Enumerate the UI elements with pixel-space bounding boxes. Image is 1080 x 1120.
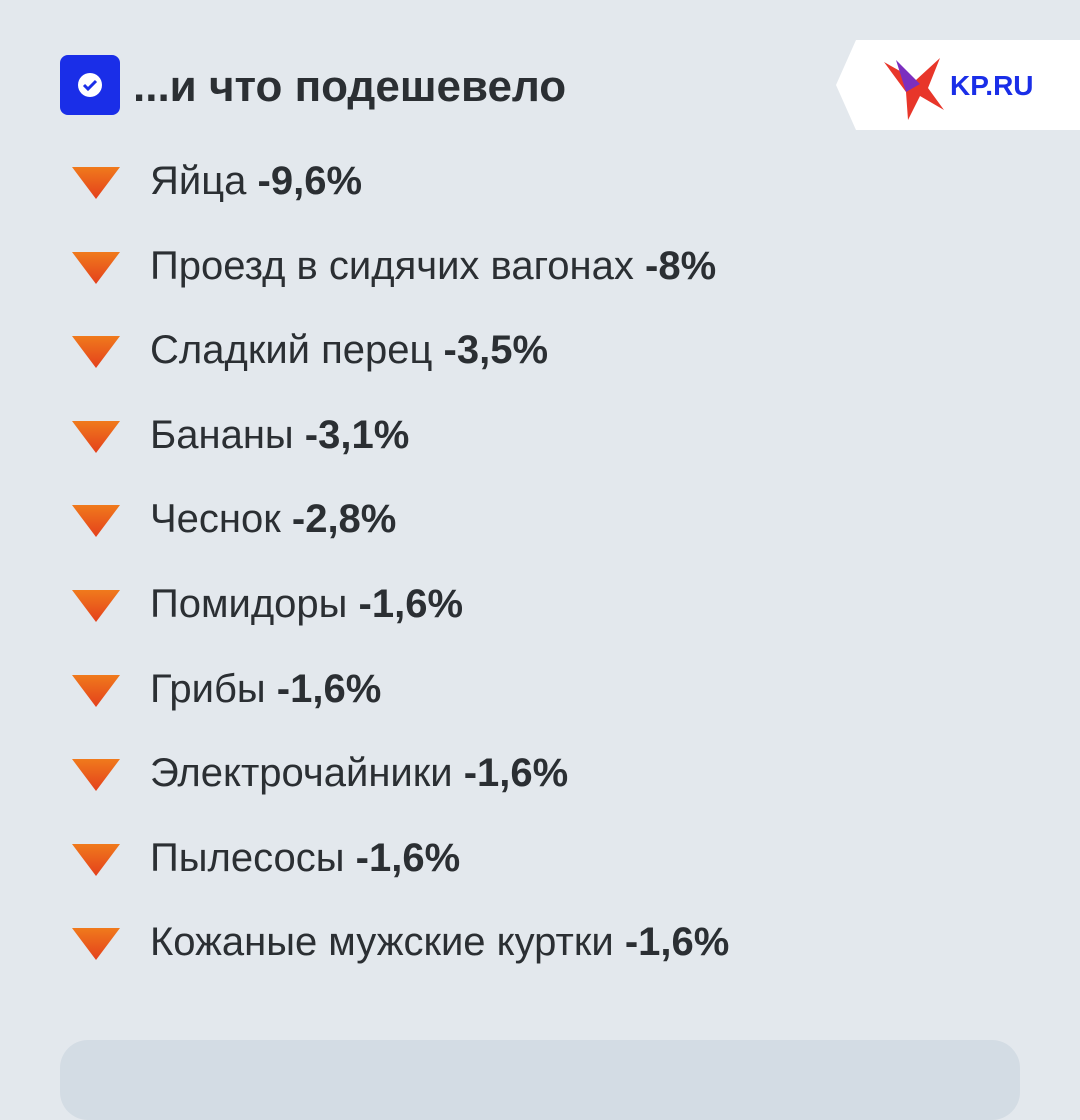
item-text: Яйца -9,6% — [150, 159, 362, 204]
down-arrow — [72, 928, 120, 961]
down-arrow-shape — [72, 674, 120, 707]
item-name: Бананы — [150, 412, 294, 457]
item-value: -1,6% — [463, 751, 569, 796]
item-text: Сладкий перец -3,5% — [150, 328, 548, 373]
list-item: Чеснок -2,8% — [0, 493, 1080, 553]
badge-check — [82, 79, 98, 92]
list-item: Электрочайники -1,6% — [0, 747, 1080, 807]
item-name: Чеснок — [150, 497, 281, 542]
item-name: Сладкий перец — [150, 328, 433, 373]
down-arrow-shape — [72, 759, 120, 792]
down-arrow — [72, 167, 120, 199]
item-text: Электрочайники -1,6% — [150, 751, 568, 796]
logo-text: KP.RU — [950, 70, 1034, 101]
down-arrow — [72, 674, 120, 707]
title: ...и что подешевело — [133, 62, 567, 111]
down-arrow — [72, 759, 120, 792]
down-arrow-shape — [72, 167, 120, 199]
item-value: -3,1% — [304, 412, 410, 457]
item-name: Пылесосы — [150, 835, 345, 880]
down-arrow-shape — [72, 251, 120, 284]
list-item: Пылесосы -1,6% — [0, 832, 1080, 892]
down-arrow — [72, 336, 120, 369]
down-arrow — [72, 505, 120, 538]
item-value: -1,6% — [624, 920, 730, 965]
down-arrow-shape — [72, 590, 120, 622]
page: {"header": {"title": "...и что подешевел… — [0, 40, 1080, 1120]
item-text: Чеснок -2,8% — [150, 497, 396, 542]
item-text: Грибы -1,6% — [150, 667, 381, 712]
list-item: Проезд в сидячих вагонах -8% — [0, 240, 1080, 300]
item-value: -8% — [645, 243, 717, 288]
item-value: -1,6% — [355, 835, 461, 880]
badge-icon — [60, 55, 120, 115]
logo-wing — [896, 60, 920, 92]
item-text: Проезд в сидячих вагонах -8% — [150, 244, 716, 289]
item-value: -9,6% — [257, 159, 363, 203]
list-item: Грибы -1,6% — [0, 663, 1080, 723]
item-name: Грибы — [150, 666, 266, 711]
down-arrow-shape — [72, 505, 120, 538]
down-arrow — [72, 590, 120, 622]
down-arrow — [72, 420, 120, 453]
down-arrow-shape — [72, 420, 120, 453]
badge-svg — [78, 73, 102, 97]
down-arrow-shape — [72, 843, 120, 876]
item-name: Электрочайники — [150, 751, 453, 796]
bottom-panel — [60, 1040, 1020, 1120]
down-arrow — [72, 251, 120, 284]
down-arrow-shape — [72, 336, 120, 369]
item-value: -1,6% — [276, 666, 382, 711]
list-item: Кожаные мужские куртки -1,6% — [0, 916, 1080, 976]
list-item: Сладкий перец -3,5% — [0, 324, 1080, 384]
item-text: Помидоры -1,6% — [150, 582, 463, 627]
item-value: -2,8% — [291, 497, 397, 542]
list-item: Бананы -3,1% — [0, 409, 1080, 469]
item-text: Бананы -3,1% — [150, 413, 409, 458]
down-arrow — [72, 843, 120, 876]
item-value: -3,5% — [443, 328, 549, 373]
item-text: Пылесосы -1,6% — [150, 836, 460, 881]
item-value: -1,6% — [358, 582, 464, 626]
item-name: Яйца — [150, 159, 247, 203]
item-text: Кожаные мужские куртки -1,6% — [150, 920, 729, 965]
item-name: Кожаные мужские куртки — [150, 920, 614, 965]
item-name: Проезд в сидячих вагонах — [150, 243, 634, 288]
item-name: Помидоры — [150, 582, 348, 626]
list-item: Яйца -9,6% — [0, 155, 1080, 215]
logo-bird — [884, 58, 944, 120]
down-arrow-shape — [72, 928, 120, 961]
list-item: Помидоры -1,6% — [0, 578, 1080, 638]
logo: KP.RU — [836, 40, 1080, 130]
